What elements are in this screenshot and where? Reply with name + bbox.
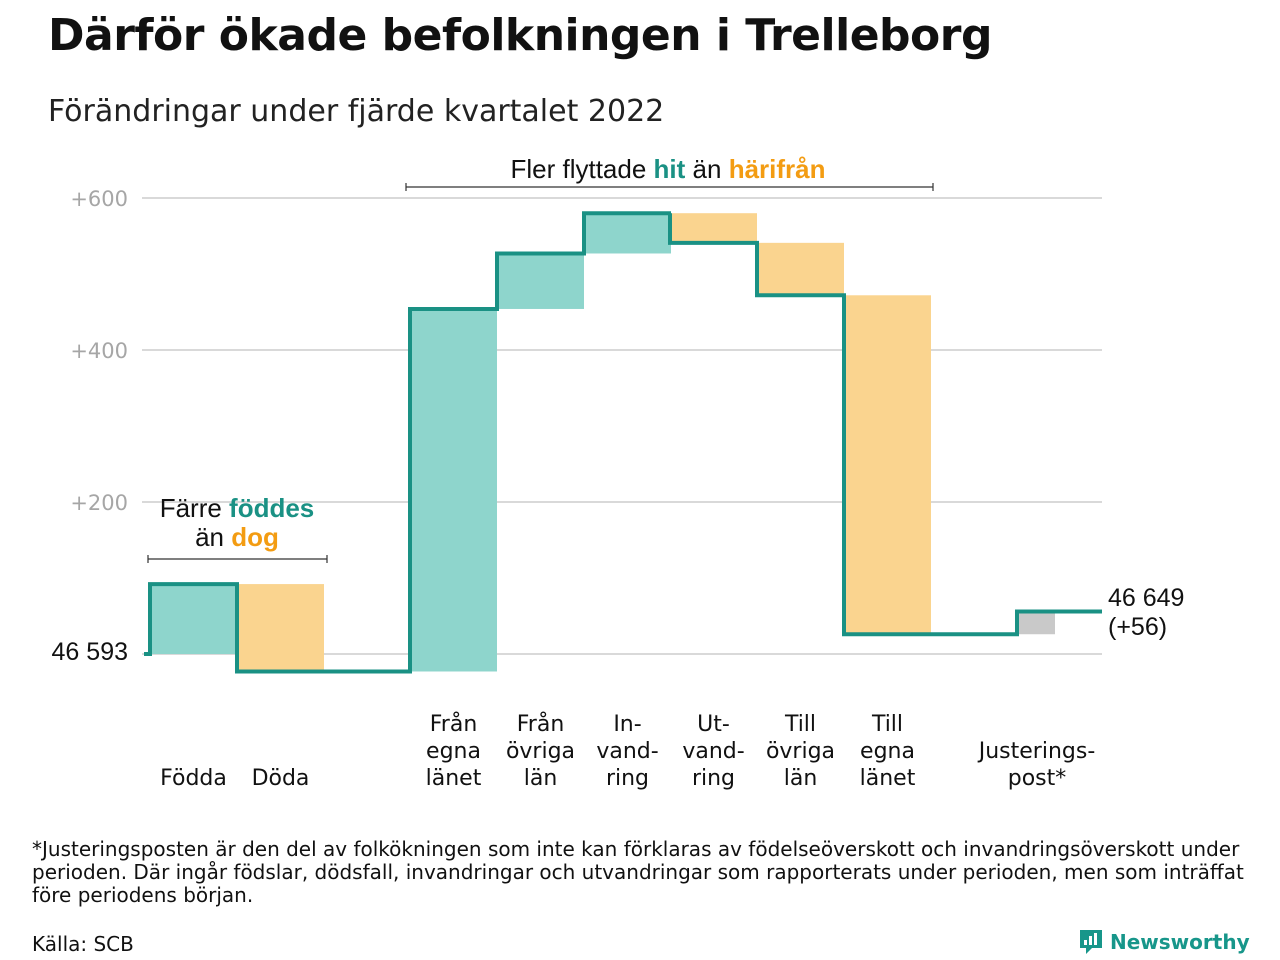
category-label-fran_egna: Från xyxy=(430,711,478,737)
category-label-till_ovriga: övriga xyxy=(766,739,835,764)
bar-fran_ovriga xyxy=(497,253,584,309)
annotations: Färre föddes än dog Fler flyttade hit än… xyxy=(147,154,934,563)
cumulative-line xyxy=(144,211,1102,674)
natural-annotation-line1: Färre föddes xyxy=(160,493,315,523)
footnote: *Justeringsposten är den del av folkökni… xyxy=(32,837,1244,907)
category-label-doda: Döda xyxy=(252,766,310,791)
category-label-fran_egna: egna xyxy=(426,739,481,764)
category-label-fran_ovriga: län xyxy=(524,766,558,791)
waterfall-chart: +200+400+600 Födda DödaFrånegnalänetFrånö… xyxy=(52,154,1185,791)
source-label: Källa: SCB xyxy=(32,932,134,956)
category-label-till_ovriga: län xyxy=(784,766,818,791)
bar-justering xyxy=(1017,611,1055,635)
natural-annotation-line2: än dog xyxy=(195,522,279,552)
newsworthy-logo-text: Newsworthy xyxy=(1110,930,1250,954)
endpoint-labels: 46 593 46 649 (+56) xyxy=(52,584,1185,666)
newsworthy-logo[interactable]: Newsworthy xyxy=(1078,928,1250,956)
category-label-till_egna: länet xyxy=(860,766,916,791)
bars xyxy=(150,213,1055,672)
category-label-utvandring: Ut- xyxy=(697,712,730,737)
category-label-till_ovriga: Till xyxy=(784,712,816,737)
category-label-utvandring: ring xyxy=(692,766,735,791)
end-value-label: 46 649 xyxy=(1108,584,1184,612)
category-label-utvandring: vand- xyxy=(682,739,744,764)
category-label-justering: post* xyxy=(1008,766,1067,791)
chart-subtitle: Förändringar under fjärde kvartalet 2022 xyxy=(48,94,665,129)
chart-title: Därför ökade befolkningen i Trelleborg xyxy=(48,10,992,61)
bar-till_egna xyxy=(844,295,931,635)
category-labels: Födda DödaFrånegnalänetFrånövrigalänIn-va… xyxy=(160,711,1095,791)
y-tick-label: +200 xyxy=(70,491,128,515)
category-label-fran_ovriga: Från xyxy=(517,711,565,737)
category-label-fran_egna: länet xyxy=(426,766,482,791)
newsworthy-logo-icon xyxy=(1080,930,1102,954)
y-tick-label: +400 xyxy=(70,339,128,363)
migration-annotation: Fler flyttade hit än härifrån xyxy=(510,154,825,184)
category-label-fodda: Födda xyxy=(160,766,227,791)
category-label-till_egna: egna xyxy=(860,739,915,764)
category-label-justering: Justerings- xyxy=(977,739,1096,764)
category-label-fran_ovriga: övriga xyxy=(506,739,575,764)
bar-utvandring xyxy=(670,213,757,243)
category-label-invandring: In- xyxy=(613,712,641,737)
category-label-till_egna: Till xyxy=(871,712,903,737)
bar-invandring xyxy=(584,213,671,254)
bar-doda xyxy=(237,584,324,672)
bar-fodda xyxy=(150,584,237,654)
y-tick-label: +600 xyxy=(70,187,128,211)
y-axis-ticks: +200 +400 +600 xyxy=(70,187,128,515)
category-label-invandring: ring xyxy=(606,766,649,791)
cumulative-step-line xyxy=(144,211,1102,674)
bar-fran_egna xyxy=(410,308,497,672)
end-change-label: (+56) xyxy=(1108,613,1167,641)
start-value-label: 46 593 xyxy=(52,638,128,666)
bar-till_ovriga xyxy=(757,242,844,296)
category-label-invandring: vand- xyxy=(596,739,658,764)
